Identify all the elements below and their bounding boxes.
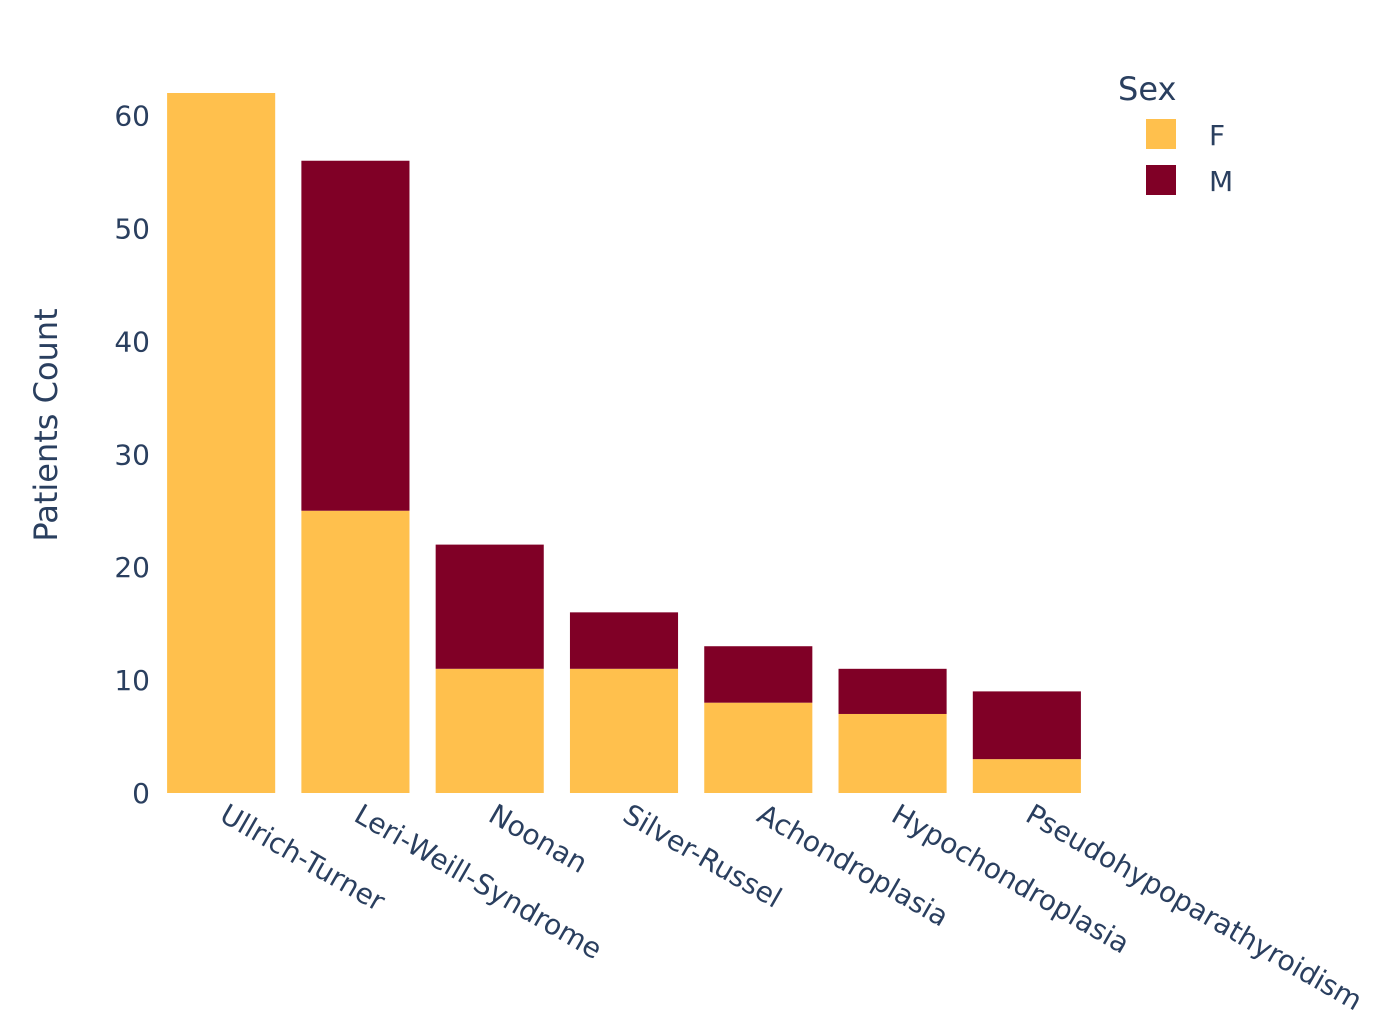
bars-layer xyxy=(167,93,1081,793)
y-tick-label: 60 xyxy=(114,100,150,133)
bar-m-silver-russel xyxy=(569,612,679,669)
bar-m-leri-weill-syndrome xyxy=(301,160,410,511)
bar-f-pseudohypoparathyroidism xyxy=(972,759,1081,793)
bar-f-leri-weill-syndrome xyxy=(301,510,410,793)
legend-label-f[interactable]: F xyxy=(1209,119,1225,152)
bar-f-hypochondroplasia xyxy=(838,713,947,793)
y-tick-label: 50 xyxy=(114,212,150,245)
bar-f-achondroplasia xyxy=(704,702,813,793)
legend-label-m[interactable]: M xyxy=(1209,165,1233,198)
y-axis-ticks: 0 10 20 30 40 50 60 xyxy=(114,100,150,810)
y-tick-label: 20 xyxy=(114,551,150,584)
legend-swatch-f[interactable] xyxy=(1146,119,1176,149)
legend-swatch-m[interactable] xyxy=(1146,165,1176,195)
legend-items: FM xyxy=(1146,119,1233,198)
x-tick-label: Hypochondroplasia xyxy=(886,797,1135,960)
bar-m-achondroplasia xyxy=(704,646,813,703)
bar-m-hypochondroplasia xyxy=(838,668,947,714)
bar-f-noonan xyxy=(435,668,544,793)
y-tick-label: 0 xyxy=(132,777,150,810)
bar-f-ullrich-turner xyxy=(167,93,276,793)
bar-f-silver-russel xyxy=(569,668,679,793)
x-tick-label: Leri-Weill-Syndrome xyxy=(349,797,608,965)
y-axis-title: Patients Count xyxy=(27,308,65,541)
y-tick-label: 40 xyxy=(114,325,150,358)
legend: Sex FM xyxy=(1118,70,1233,198)
bar-m-pseudohypoparathyroidism xyxy=(972,691,1081,760)
x-tick-label: Noonan xyxy=(483,797,593,880)
legend-title: Sex xyxy=(1118,70,1176,108)
y-tick-label: 30 xyxy=(114,438,150,471)
bar-m-noonan xyxy=(435,544,544,669)
y-tick-label: 10 xyxy=(114,664,150,697)
